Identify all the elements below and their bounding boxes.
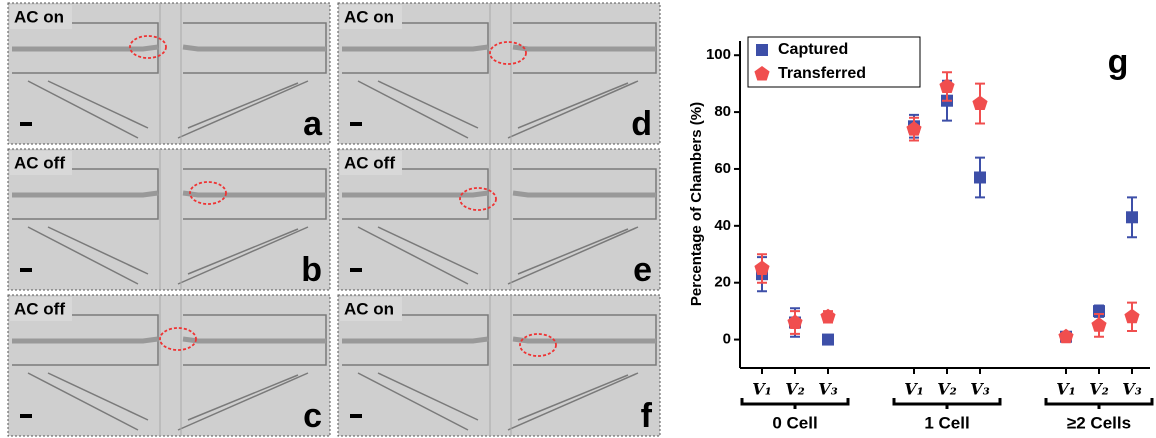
channel [12, 190, 326, 198]
x-tick-label: V₁ [904, 380, 923, 399]
panel-label: AC off [344, 153, 395, 172]
panel-letter: e [633, 251, 652, 289]
data-point [756, 44, 768, 56]
data-point [754, 260, 770, 275]
channel [489, 3, 512, 144]
scale-bar [20, 122, 32, 126]
panel-label: AC on [14, 7, 64, 26]
channel [357, 372, 639, 431]
panel-label: AC on [344, 299, 394, 318]
legend-frame [747, 36, 921, 88]
scale-bar [350, 268, 362, 272]
x-tick-label: V₃ [970, 380, 989, 399]
y-tick-label: 60 [714, 160, 731, 177]
group-label: 0 Cell [772, 413, 817, 432]
x-tick-label: V₂ [785, 380, 804, 399]
scale-bar [350, 414, 362, 418]
data-point [1126, 211, 1138, 224]
y-tick-label: 100 [706, 46, 731, 63]
highlight-circle [159, 327, 197, 351]
y-axis-label: Percentage of Chambers (%) [688, 102, 705, 306]
data-point [754, 66, 770, 81]
channel [159, 295, 182, 436]
group-label: 1 Cell [924, 413, 969, 432]
x-tick-label: V₃ [818, 380, 837, 399]
group-label: ≥2 Cells [1067, 413, 1131, 432]
channel [159, 3, 182, 144]
highlight-circle [129, 35, 167, 59]
image-panel: AC off c [7, 294, 331, 437]
x-tick-label: V₁ [752, 380, 771, 399]
label-bg [10, 297, 72, 321]
x-tick-label: V₃ [1122, 380, 1141, 399]
scale-bar [20, 268, 32, 272]
image-panel: AC on a [7, 2, 331, 145]
image-panel: AC on f [337, 294, 661, 437]
scale-bar [20, 414, 32, 418]
data-point [906, 121, 922, 136]
x-tick-label: V₂ [937, 380, 956, 399]
label-bg [10, 151, 72, 175]
channel [342, 44, 656, 52]
channel [12, 44, 326, 52]
channel [357, 226, 639, 285]
legend-label: Captured [778, 41, 848, 58]
label-bg [340, 151, 402, 175]
legend-label: Transferred [778, 65, 866, 82]
highlight-circle [519, 333, 557, 357]
data-point [822, 333, 834, 346]
panel-label: AC off [14, 153, 65, 172]
scale-bar [350, 122, 362, 126]
highlight-circle [189, 181, 227, 205]
group-brace [892, 398, 1002, 409]
data-point [974, 171, 986, 184]
panel-label: AC off [14, 299, 65, 318]
data-point [972, 95, 988, 110]
data-point [939, 78, 955, 93]
panel-letter: a [303, 105, 323, 143]
highlight-circle [459, 187, 497, 211]
channel [12, 336, 326, 344]
image-panel: AC off b [7, 148, 331, 291]
data-point [1124, 308, 1140, 324]
channel [357, 80, 639, 139]
label-bg [340, 5, 402, 29]
data-point [1058, 328, 1074, 344]
data-point [787, 314, 803, 329]
panel-letter: b [301, 251, 322, 289]
image-panel: AC off e [337, 148, 661, 291]
channel [159, 149, 182, 290]
channel [27, 372, 309, 431]
group-brace [740, 398, 850, 409]
y-tick-label: 0 [723, 331, 731, 348]
panel-letter: f [641, 397, 653, 435]
x-tick-label: V₁ [1056, 380, 1075, 399]
channel [489, 149, 512, 290]
panel-letter: g [1108, 43, 1129, 81]
panel-letter: c [303, 397, 322, 435]
y-tick-label: 40 [714, 217, 731, 234]
highlight-circle [489, 41, 527, 65]
channel [27, 226, 309, 285]
channel [27, 80, 309, 139]
data-point [820, 308, 836, 324]
channel [342, 336, 656, 344]
label-bg [10, 5, 72, 29]
label-bg [340, 297, 402, 321]
x-tick-label: V₂ [1089, 380, 1108, 399]
group-brace [1044, 398, 1154, 409]
panel-letter: d [631, 105, 652, 143]
panel-label: AC on [344, 7, 394, 26]
channel [489, 295, 512, 436]
channel [342, 190, 656, 198]
y-tick-label: 20 [714, 274, 731, 291]
image-panel: AC on d [337, 2, 661, 145]
data-point [1091, 317, 1107, 332]
y-tick-label: 80 [714, 103, 731, 120]
